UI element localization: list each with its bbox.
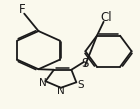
Text: Cl: Cl [100, 11, 112, 24]
Text: S: S [77, 80, 84, 90]
Text: F: F [18, 3, 25, 16]
Text: N: N [39, 78, 47, 88]
Text: N: N [57, 86, 64, 96]
Text: S: S [81, 57, 88, 70]
